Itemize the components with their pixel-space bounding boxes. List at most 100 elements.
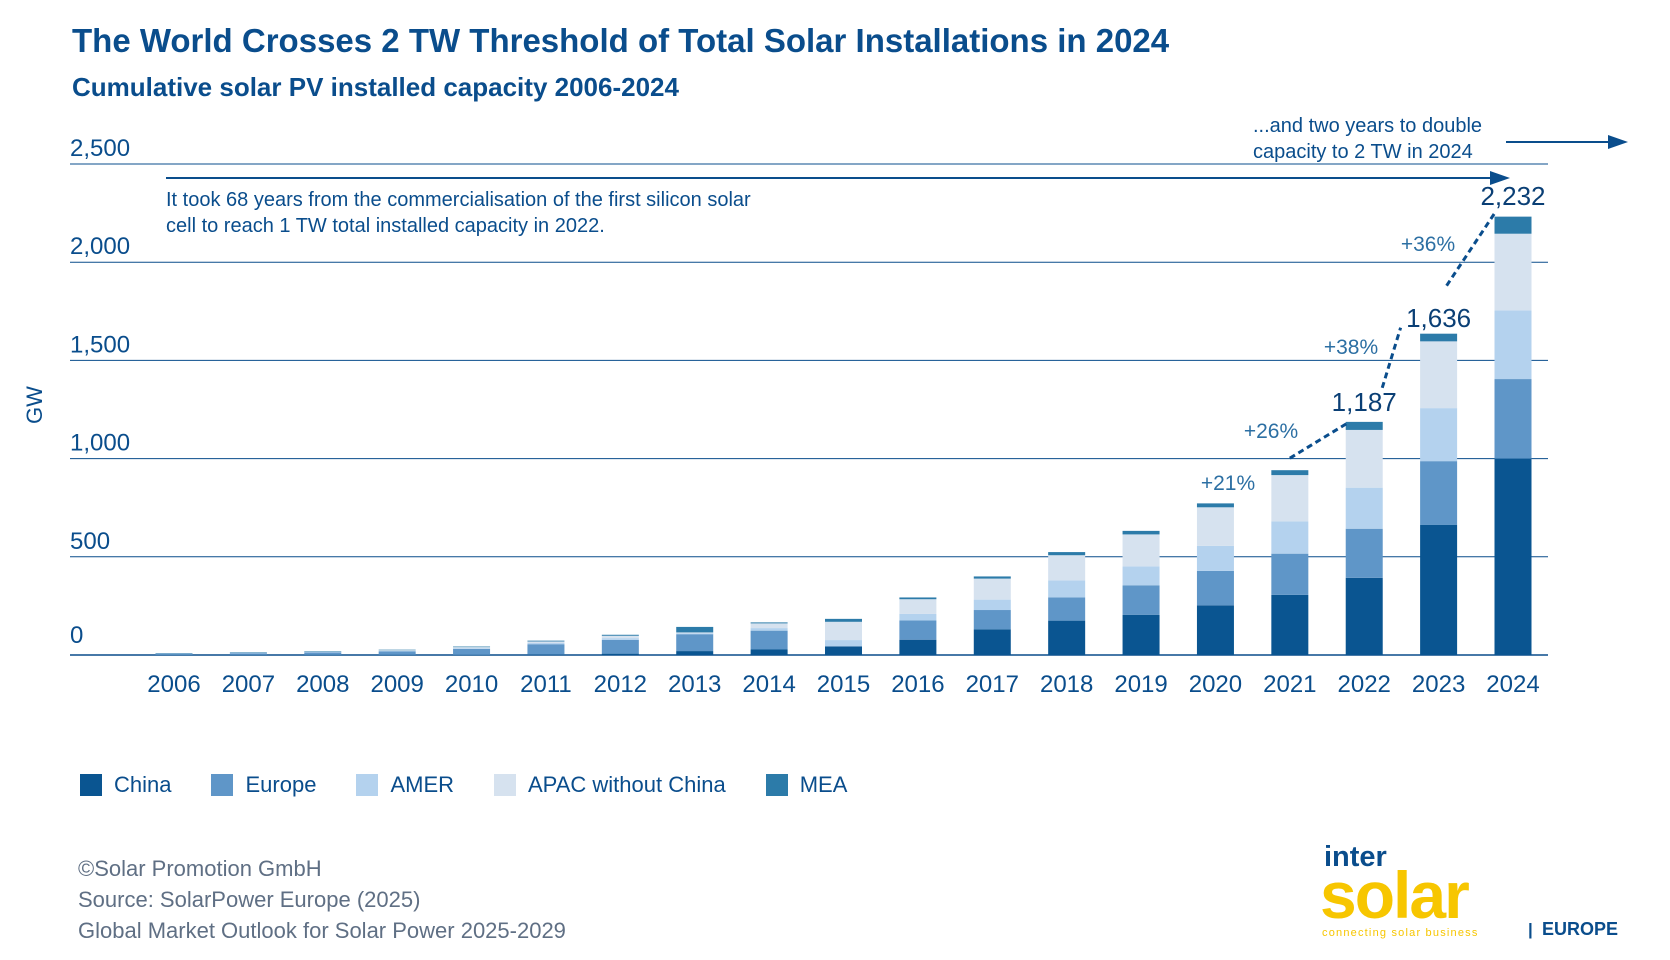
- bar-segment-amer-2024: [1494, 310, 1532, 380]
- y-tick-label: 500: [70, 528, 110, 555]
- source-publisher: Source: SolarPower Europe (2025): [78, 887, 421, 912]
- x-tick-label: 2011: [520, 671, 572, 698]
- x-tick-label: 2012: [594, 671, 647, 698]
- bar-segment-apac-without-china-2018: [1048, 555, 1086, 581]
- bar-segment-mea-2007: [229, 652, 267, 653]
- x-tick-label: 2007: [222, 671, 275, 698]
- bar-segment-europe-2017: [973, 610, 1011, 630]
- legend-item-europe: Europe: [211, 772, 316, 798]
- bar-segment-china-2016: [899, 639, 937, 655]
- legend: China Europe AMER APAC without China MEA: [80, 772, 887, 798]
- legend-swatch-amer: [356, 774, 379, 796]
- bar-segment-china-2010: [453, 654, 491, 656]
- total-label-2023: 1,636: [1406, 303, 1471, 333]
- legend-label-apac: APAC without China: [528, 772, 726, 797]
- x-tick-label: 2008: [296, 671, 349, 698]
- annotations: 1,187 1,636 2,232 +21% +26% +38% +36% It took 6…: [166, 115, 1628, 495]
- long-arrow-text-line: cell to reach 1 TW total installed capac…: [166, 215, 605, 237]
- bar-segment-europe-2007: [229, 653, 267, 655]
- bar-segment-mea-2022: [1345, 421, 1383, 430]
- logo-solar: solar: [1320, 858, 1469, 932]
- growth-label-2023: +36%: [1401, 233, 1455, 256]
- bar-segment-europe-2019: [1122, 585, 1160, 615]
- total-label-2024: 2,232: [1480, 181, 1545, 211]
- bar-segment-europe-2020: [1196, 570, 1234, 606]
- x-tick-label: 2022: [1338, 671, 1391, 698]
- bar-segment-mea-2021: [1271, 470, 1309, 476]
- bar-segment-apac-without-china-2014: [750, 623, 788, 629]
- growth-label-2021: +26%: [1244, 420, 1298, 443]
- bar-segment-china-2012: [601, 653, 639, 655]
- bar-segment-mea-2024: [1494, 216, 1532, 234]
- short-arrow-text-line: ...and two years to double: [1253, 115, 1482, 137]
- long-arrow-text-line: It took 68 years from the commercialisat…: [166, 189, 751, 211]
- bar-segment-amer-2006: [155, 653, 193, 655]
- legend-label-amer: AMER: [390, 772, 454, 797]
- bar-segment-china-2018: [1048, 620, 1086, 655]
- bar-segment-amer-2020: [1196, 545, 1234, 571]
- bar-segment-amer-2007: [229, 652, 267, 654]
- bar-segment-china-2013: [676, 651, 714, 655]
- bar-segment-apac-without-china-2013: [676, 632, 714, 634]
- bar-segment-amer-2019: [1122, 566, 1160, 586]
- bar-segment-apac-without-china-2017: [973, 578, 1011, 600]
- growth-connector-1: [1380, 327, 1403, 389]
- bars: [155, 216, 1532, 656]
- bar-segment-mea-2006: [155, 653, 193, 654]
- x-tick-label: 2009: [370, 671, 423, 698]
- bar-segment-apac-without-china-2020: [1196, 507, 1234, 546]
- bar-segment-mea-2010: [453, 646, 491, 648]
- bar-segment-amer-2023: [1420, 408, 1458, 462]
- bar-segment-amer-2011: [527, 643, 565, 645]
- bar-segment-amer-2017: [973, 599, 1011, 611]
- short-arrow-text-line: capacity to 2 TW in 2024: [1253, 141, 1473, 163]
- bar-segment-europe-2024: [1494, 379, 1532, 459]
- bar-segment-mea-2009: [378, 649, 416, 651]
- bar-segment-mea-2014: [750, 622, 788, 624]
- bar-segment-china-2006: [155, 654, 193, 656]
- bar-segment-china-2021: [1271, 594, 1309, 655]
- bar-segment-mea-2013: [676, 626, 714, 633]
- legend-label-china: China: [114, 772, 172, 797]
- bar-segment-amer-2015: [825, 640, 862, 647]
- y-tick-label: 2,000: [70, 233, 130, 260]
- y-axis-tick-labels: 0 500 1,000 1,500 2,000 2,500: [70, 135, 130, 649]
- bar-segment-mea-2020: [1196, 503, 1234, 508]
- bar-segment-china-2019: [1122, 614, 1160, 655]
- chart-title: The World Crosses 2 TW Threshold of Tota…: [72, 22, 1170, 59]
- bar-segment-amer-2014: [750, 628, 788, 631]
- bar-segment-europe-2023: [1420, 461, 1458, 525]
- x-tick-label: 2023: [1412, 671, 1465, 698]
- bar-segment-amer-2018: [1048, 580, 1086, 598]
- bar-segment-europe-2009: [378, 651, 416, 655]
- x-tick-label: 2016: [891, 671, 944, 698]
- bar-segment-china-2020: [1196, 605, 1234, 655]
- x-tick-label: 2013: [668, 671, 721, 698]
- bar-segment-europe-2018: [1048, 597, 1086, 621]
- legend-swatch-mea: [765, 774, 788, 796]
- bar-segment-amer-2009: [378, 650, 416, 652]
- intersolar-europe-logo: inter solar connecting solar business | …: [1320, 843, 1618, 939]
- bar-segment-china-2023: [1420, 524, 1458, 655]
- bar-segment-apac-without-china-2009: [378, 650, 416, 651]
- bar-segment-apac-without-china-2011: [527, 641, 565, 644]
- bar-segment-apac-without-china-2015: [825, 621, 862, 641]
- bar-segment-apac-without-china-2023: [1420, 341, 1458, 409]
- bar-segment-china-2024: [1494, 458, 1532, 655]
- source-copyright: ©Solar Promotion GmbH: [78, 856, 322, 881]
- bar-segment-europe-2013: [676, 634, 714, 652]
- x-tick-label: 2014: [742, 671, 795, 698]
- legend-item-apac: APAC without China: [494, 772, 726, 798]
- bar-segment-mea-2012: [601, 634, 639, 636]
- bar-segment-europe-2011: [527, 644, 565, 655]
- bar-segment-europe-2008: [304, 652, 342, 655]
- bar-segment-europe-2012: [601, 639, 639, 654]
- bar-segment-apac-without-china-2021: [1271, 475, 1309, 522]
- growth-connector-2: [1445, 211, 1497, 287]
- bar-segment-apac-without-china-2012: [601, 635, 639, 639]
- bar-segment-apac-without-china-2019: [1122, 534, 1160, 567]
- logo-inter: inter: [1324, 843, 1387, 873]
- bar-segment-apac-without-china-2022: [1345, 429, 1383, 488]
- x-axis-tick-labels: 2006 2007 2008 2009 2010 2011 2012 2013 2014 2015…: [147, 671, 1539, 698]
- x-tick-label: 2019: [1114, 671, 1167, 698]
